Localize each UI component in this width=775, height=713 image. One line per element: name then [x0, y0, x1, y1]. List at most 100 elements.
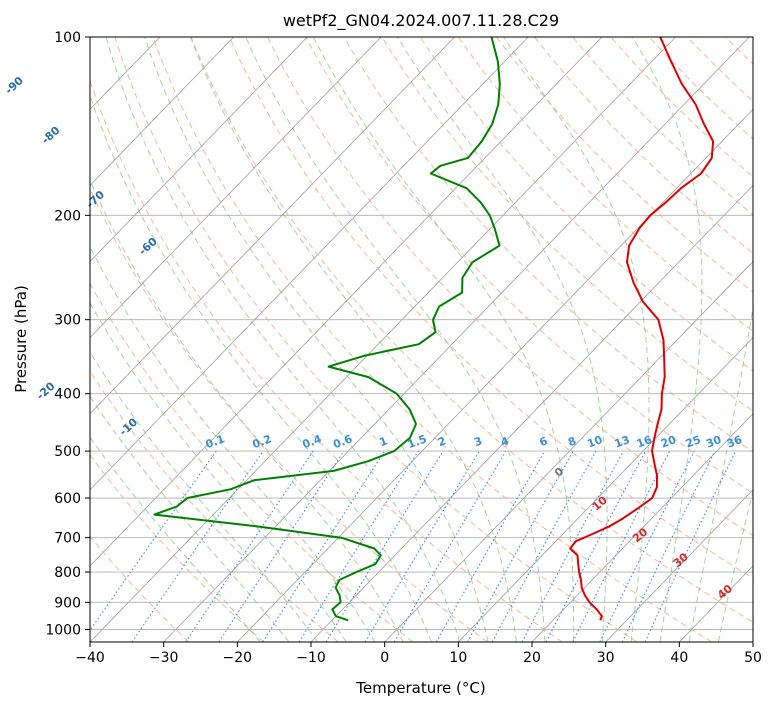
moist-adiabat — [191, 37, 517, 642]
x-tick-label: −10 — [296, 650, 326, 666]
mixing-ratio-label: 13 — [613, 433, 632, 450]
x-axis-label: Temperature (°C) — [355, 679, 485, 697]
dry-adiabats — [0, 37, 775, 642]
dry-adiabat-label: -90 — [3, 74, 27, 97]
mixing-ratio-line — [492, 451, 596, 642]
dry-adiabat-label: -70 — [84, 188, 108, 211]
mixing-ratio-label: 16 — [635, 433, 654, 451]
moist-adiabat — [0, 37, 318, 642]
mixing-ratio-line — [365, 451, 479, 642]
x-tick-label: 20 — [523, 650, 541, 666]
dry-adiabat — [725, 37, 775, 642]
mixing-ratio-line — [645, 451, 736, 642]
mixing-ratio-label: 3 — [472, 434, 484, 449]
dry-adiabat-label: -60 — [136, 235, 160, 258]
moist-adiabat — [689, 37, 769, 642]
mixing-ratio-label: 25 — [684, 433, 703, 450]
y-tick-label: 300 — [54, 313, 81, 329]
y-tick-label: 600 — [54, 491, 81, 507]
mixing-ratio-label: 36 — [725, 433, 744, 451]
moist-adiabat-label: 40 — [715, 582, 735, 602]
dry-adiabat — [344, 37, 775, 642]
dry-adiabat-label: -10 — [117, 415, 141, 438]
mixing-ratio-line — [326, 451, 443, 642]
mixing-ratio-label: 0.1 — [204, 432, 227, 451]
chart-title: wetPf2_GN04.2024.007.11.28.C29 — [283, 11, 559, 31]
isotherm-lines — [0, 37, 775, 642]
mixing-ratio-label: 0.4 — [301, 432, 324, 451]
mixing-ratio-line — [546, 451, 645, 642]
plot-frame — [90, 37, 753, 642]
x-tick-label: −40 — [75, 650, 105, 666]
y-tick-label: 1000 — [45, 622, 81, 638]
dry-adiabat — [611, 37, 775, 642]
dry-adiabat — [649, 37, 775, 642]
isotherm-line — [90, 37, 676, 642]
isotherm-line — [753, 37, 775, 642]
mixing-ratio-label: 6 — [538, 434, 550, 449]
moist-adiabat-label: 20 — [630, 525, 650, 545]
y-axis-ticks: 100 200 300 400 500 600 700 800 900 1000 — [45, 30, 90, 638]
x-tick-label: 30 — [597, 650, 615, 666]
isotherm-line — [0, 37, 455, 642]
y-tick-label: 200 — [54, 208, 81, 224]
mixing-ratio-line — [600, 451, 695, 642]
mixing-ratio-label: 20 — [659, 433, 678, 451]
isotherm-line — [0, 37, 234, 642]
moist-adiabat — [504, 37, 650, 642]
plot-area — [0, 37, 775, 642]
dry-adiabat — [0, 37, 413, 642]
mixing-ratio-label: 2 — [436, 434, 448, 449]
mixing-ratio-label: 10 — [585, 433, 604, 451]
mixing-ratio-label: 8 — [566, 434, 578, 449]
isotherm-line — [385, 37, 775, 642]
isotherm-line — [458, 37, 775, 642]
mixing-ratio-line — [186, 451, 313, 642]
dry-adiabat-label: -80 — [39, 124, 63, 147]
moist-adiabats — [0, 37, 775, 642]
dry-adiabat — [39, 37, 488, 642]
mixing-ratio-label: 30 — [704, 433, 723, 451]
isotherm-line — [0, 37, 307, 642]
moist-adiabat — [145, 37, 488, 642]
pressure-gridlines — [90, 37, 753, 629]
x-tick-label: 40 — [670, 650, 688, 666]
dry-adiabat — [764, 37, 775, 642]
y-tick-label: 900 — [54, 595, 81, 611]
x-tick-label: 10 — [449, 650, 467, 666]
x-axis-ticks: −40 −30 −20 −10 0 10 20 30 40 50 — [75, 642, 762, 666]
y-tick-label: 800 — [54, 565, 81, 581]
y-tick-label: 400 — [54, 387, 81, 403]
y-tick-label: 500 — [54, 444, 81, 460]
mixing-ratio-lines — [82, 451, 736, 642]
dry-adiabat — [420, 37, 775, 642]
isotherm-line — [0, 37, 528, 642]
mixing-ratio-line — [219, 451, 344, 642]
dry-adiabat — [496, 37, 775, 642]
dry-adiabat — [153, 37, 712, 642]
x-tick-label: −30 — [149, 650, 179, 666]
moist-adiabat — [0, 37, 260, 642]
x-tick-label: −20 — [223, 650, 253, 666]
mixing-ratio-line — [82, 451, 217, 642]
x-tick-label: 50 — [744, 650, 762, 666]
dry-adiabat — [0, 37, 264, 642]
mixing-ratio-line — [622, 451, 715, 642]
moist-adiabat — [246, 37, 545, 642]
mixing-ratio-label: 4 — [499, 434, 511, 449]
mixing-ratio-label: 1 — [378, 434, 390, 449]
moist-adiabat — [44, 37, 403, 642]
moist-adiabat — [313, 37, 573, 642]
x-tick-label: 0 — [380, 650, 389, 666]
isotherm-line — [164, 37, 750, 642]
y-tick-label: 700 — [54, 531, 81, 547]
y-tick-label: 100 — [54, 30, 81, 46]
isotherm-line — [16, 37, 602, 642]
moist-adiabat — [18, 37, 374, 642]
isotherm-line — [606, 37, 775, 642]
moist-adiabat — [718, 37, 775, 642]
y-axis-label: Pressure (hPa) — [12, 285, 30, 393]
mixing-ratio-line — [436, 451, 544, 642]
dry-adiabat — [458, 37, 775, 642]
